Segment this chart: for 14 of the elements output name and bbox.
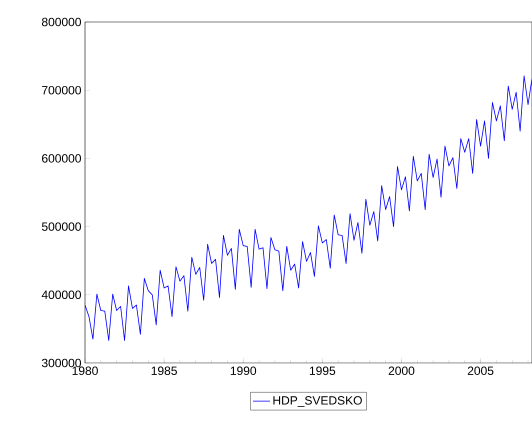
x-tick-label: 2000 xyxy=(388,366,414,376)
x-tick-label: 1990 xyxy=(230,366,256,376)
x-tick-label: 2005 xyxy=(468,366,494,376)
y-tick-label: 800000 xyxy=(42,18,81,26)
y-tick-label: 300000 xyxy=(42,358,81,368)
y-tick-label: 400000 xyxy=(42,290,81,300)
y-tick-label: 500000 xyxy=(42,222,81,231)
legend-label: HDP_SVEDSKO xyxy=(273,396,362,407)
y-tick-label: 600000 xyxy=(42,154,81,163)
y-tick-label: 700000 xyxy=(42,86,81,94)
x-tick-label: 1985 xyxy=(152,366,177,376)
line-series xyxy=(85,75,532,341)
x-tick-label: 1980 xyxy=(72,366,98,376)
x-tick-label: 1995 xyxy=(310,366,336,376)
